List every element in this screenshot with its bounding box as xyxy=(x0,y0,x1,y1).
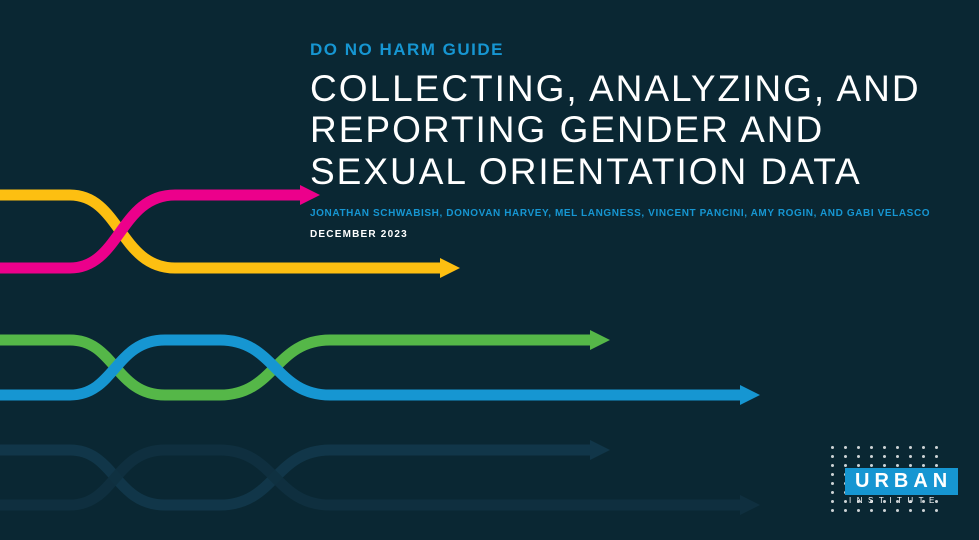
logo-dot xyxy=(935,455,938,458)
cover-text-block: DO NO HARM GUIDE COLLECTING, ANALYZING, … xyxy=(310,40,949,240)
logo-dot xyxy=(922,455,925,458)
logo-dot xyxy=(831,482,834,485)
logo-dot xyxy=(857,509,860,512)
logo-dot xyxy=(896,464,899,467)
shadow-arrow-lower xyxy=(0,450,740,505)
logo-dot xyxy=(909,446,912,449)
logo-dot xyxy=(831,500,834,503)
logo-dot xyxy=(883,446,886,449)
logo-dot xyxy=(909,509,912,512)
logo-dot xyxy=(857,455,860,458)
urban-institute-logo: URBAN INSTITUTE xyxy=(831,446,951,516)
logo-dot xyxy=(870,455,873,458)
author-list: JONATHAN SCHWABISH, DONOVAN HARVEY, MEL … xyxy=(310,208,949,219)
logo-dot xyxy=(870,509,873,512)
report-title: COLLECTING, ANALYZING, AND REPORTING GEN… xyxy=(310,68,949,192)
logo-dot xyxy=(922,446,925,449)
logo-dot xyxy=(844,500,847,503)
logo-dot xyxy=(831,464,834,467)
logo-dot xyxy=(896,455,899,458)
logo-dot xyxy=(857,446,860,449)
logo-urban-text: URBAN xyxy=(845,468,958,495)
logo-dot xyxy=(935,464,938,467)
blue-arrow-head xyxy=(740,385,760,405)
logo-dot xyxy=(922,464,925,467)
logo-dot xyxy=(896,446,899,449)
guide-subtitle: DO NO HARM GUIDE xyxy=(310,40,949,60)
logo-dot xyxy=(831,473,834,476)
shadow-arrow-upper-head xyxy=(590,440,610,460)
logo-dot xyxy=(935,446,938,449)
logo-dot xyxy=(857,464,860,467)
logo-dot xyxy=(831,446,834,449)
logo-dot xyxy=(844,446,847,449)
logo-dot xyxy=(844,464,847,467)
logo-institute-text: INSTITUTE xyxy=(849,496,940,505)
logo-dot xyxy=(831,491,834,494)
logo-dot xyxy=(909,455,912,458)
shadow-arrow-lower-head xyxy=(740,495,760,515)
logo-dot xyxy=(922,509,925,512)
logo-dot xyxy=(883,509,886,512)
publication-date: DECEMBER 2023 xyxy=(310,229,949,240)
logo-dot xyxy=(831,455,834,458)
logo-dot xyxy=(883,464,886,467)
logo-dot xyxy=(909,464,912,467)
logo-dot xyxy=(844,455,847,458)
logo-dot xyxy=(870,446,873,449)
logo-dot xyxy=(935,509,938,512)
logo-dot xyxy=(883,455,886,458)
logo-dot xyxy=(896,509,899,512)
logo-dot xyxy=(831,509,834,512)
blue-arrow xyxy=(0,340,740,395)
green-arrow-head xyxy=(590,330,610,350)
logo-dot xyxy=(870,464,873,467)
logo-dot xyxy=(844,509,847,512)
yellow-arrow-head xyxy=(440,258,460,278)
